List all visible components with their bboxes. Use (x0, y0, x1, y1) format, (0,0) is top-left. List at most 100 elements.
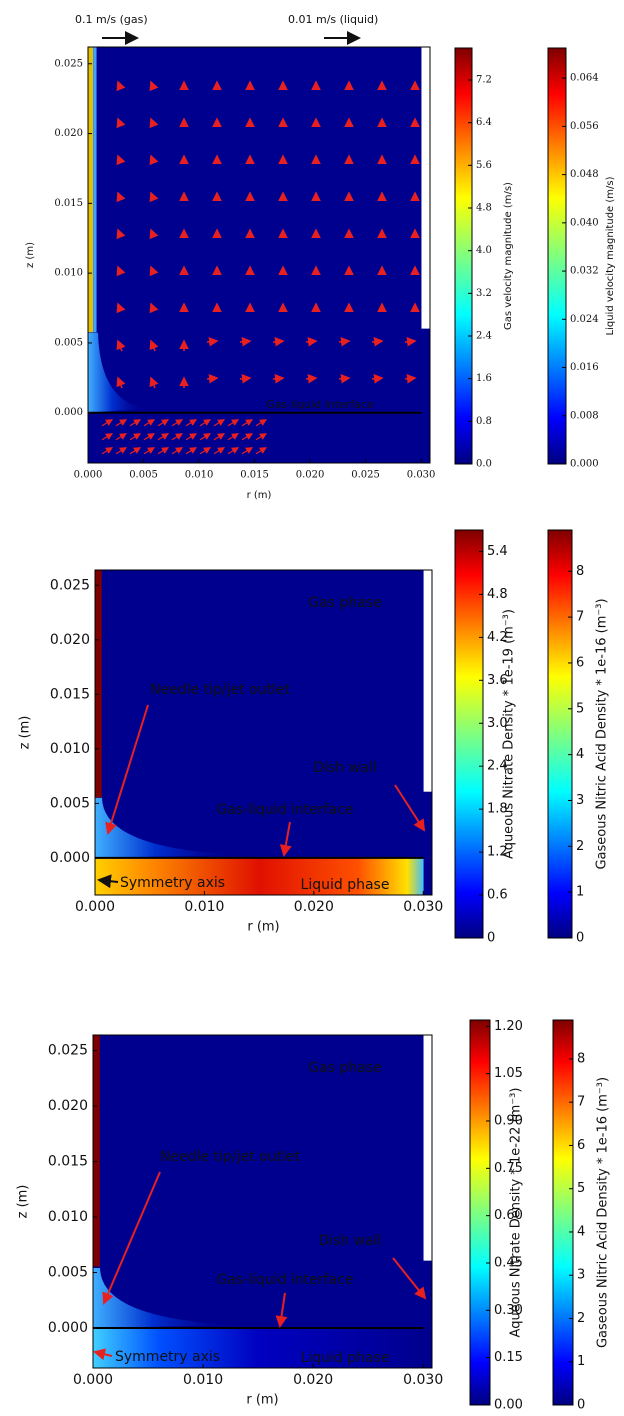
liquid-field (95, 857, 424, 895)
colorbar-tick-label: 3 (576, 793, 584, 808)
colorbar-tick-label: 0.60 (494, 1208, 523, 1223)
flow-arrow (305, 337, 318, 347)
flow-arrow (255, 433, 268, 441)
colorbar-tick-label: 0.15 (494, 1350, 523, 1365)
y-tick-label: 0.025 (50, 577, 90, 593)
colorbar (547, 47, 567, 465)
flow-arrow (213, 419, 226, 427)
colorbar (552, 1019, 574, 1406)
colorbar-tick-label: 6 (576, 655, 584, 670)
flow-arrow (239, 337, 252, 347)
colorbar-tick-label: 3.0 (487, 716, 508, 731)
flow-arrow (149, 80, 159, 92)
flow-arrow (199, 419, 212, 427)
colorbar-tick-label: 3.6 (487, 673, 508, 688)
flow-arrow (206, 374, 219, 384)
colorbar-tick-label: 1.05 (494, 1066, 523, 1081)
annotation-arrow (102, 1171, 161, 1305)
flow-arrow (116, 80, 126, 92)
y-tick-label: 0.025 (48, 1043, 88, 1059)
y-tick-label: 0.025 (54, 58, 83, 69)
x-tick-label: 0.010 (185, 470, 214, 481)
colorbar-tick-label: 0.008 (570, 410, 599, 421)
colorbar (454, 529, 484, 939)
flow-arrow (272, 337, 285, 347)
flow-arrow (149, 228, 159, 240)
colorbar-tick-label: 4 (576, 747, 584, 762)
annotation-arrow (93, 1348, 113, 1361)
flow-arrow (171, 419, 184, 427)
annotation-arrow (394, 784, 426, 832)
flow-arrow (115, 433, 128, 441)
plot-frame (94, 569, 433, 896)
needle (93, 1035, 100, 1267)
y-axis-label: z (m) (25, 242, 36, 268)
colorbar-label: Gaseous Nitric Acid Density * 1e-16 (m⁻³… (595, 598, 610, 869)
flow-arrow (116, 265, 126, 277)
annotation: Needle tip/jet outlet (160, 1149, 300, 1165)
colorbar-tick-label: 2.4 (476, 331, 492, 342)
annotation: 0.1 m/s (gas) (75, 13, 148, 26)
flow-arrow (149, 302, 159, 314)
x-tick-label: 0.025 (351, 470, 380, 481)
colorbar-tick-label: 4.8 (476, 203, 492, 214)
x-axis-label: r (m) (247, 920, 279, 935)
annotation-arrow (392, 1257, 427, 1300)
flow-arrow (185, 433, 198, 441)
flow-arrow (116, 154, 126, 166)
flow-arrow (213, 433, 226, 441)
annotation-arrow (279, 821, 292, 857)
colorbar-tick-label: 4.8 (487, 587, 508, 602)
flow-arrow (129, 419, 142, 427)
colorbar-label: Liquid velocity magnitude (m/s) (605, 176, 616, 335)
colorbar-tick-label: 0 (576, 931, 584, 946)
annotation: Dish wall (318, 1233, 381, 1249)
flow-arrow (115, 419, 128, 427)
flow-arrow (129, 447, 142, 455)
needle (88, 47, 94, 333)
colorbar-tick-label: 0.30 (494, 1303, 523, 1318)
y-tick-label: 0.020 (48, 1098, 88, 1114)
colorbar-tick-label: 0 (577, 1398, 585, 1413)
colorbar-tick-label: 0.45 (494, 1255, 523, 1270)
colorbar-tick-label: 8 (576, 564, 584, 579)
colorbar-tick-label: 1 (576, 885, 584, 900)
x-tick-label: 0.015 (240, 470, 269, 481)
flow-arrow (171, 433, 184, 441)
colorbar (469, 1019, 491, 1406)
colorbar-tick-label: 4.2 (487, 630, 508, 645)
flow-arrow (338, 337, 351, 347)
flow-arrow (149, 265, 159, 277)
colorbar-tick-label: 0.8 (476, 416, 492, 427)
annotation: Gas-liquid interface (217, 1272, 354, 1288)
y-tick-label: 0.000 (54, 407, 83, 418)
liquid-field (93, 1328, 424, 1368)
colorbar-tick-label: 0.6 (487, 888, 508, 903)
y-tick-label: 0.010 (50, 741, 90, 757)
colorbar-label: Gaseous Nitric Acid Density * 1e-16 (m⁻³… (596, 1077, 611, 1348)
annotation: Dish wall (313, 760, 376, 776)
flow-arrow (255, 419, 268, 427)
flow-arrow (149, 117, 159, 129)
colorbar-tick-label: 2 (577, 1311, 585, 1326)
field-background (93, 1035, 432, 1368)
flow-arrow (101, 447, 114, 455)
y-tick-label: 0.005 (50, 795, 90, 811)
flow-arrow (101, 433, 114, 441)
colorbar-tick-label: 4.0 (476, 245, 492, 256)
flow-arrow (149, 376, 159, 389)
flow-arrow (116, 339, 126, 352)
panel: 0.000 0.010 0.020 0.030 0.000 0.005 0.010 0.015… (18, 529, 610, 946)
flow-arrow (371, 374, 384, 384)
needle (95, 570, 102, 798)
dish-wall-gap (421, 47, 430, 329)
colorbar-tick-label: 0.75 (494, 1161, 523, 1176)
flow-arrow (199, 433, 212, 441)
y-tick-label: 0.000 (48, 1320, 88, 1336)
y-tick-label: 0.010 (48, 1209, 88, 1225)
colorbar-label: Aqueous Nitrate Density * 1e-19 (m⁻³) (502, 609, 517, 859)
jet-plume (88, 332, 148, 413)
y-tick-label: 0.010 (54, 268, 83, 279)
flow-arrow (371, 337, 384, 347)
annotation: Gas-liquid interface (266, 398, 374, 411)
